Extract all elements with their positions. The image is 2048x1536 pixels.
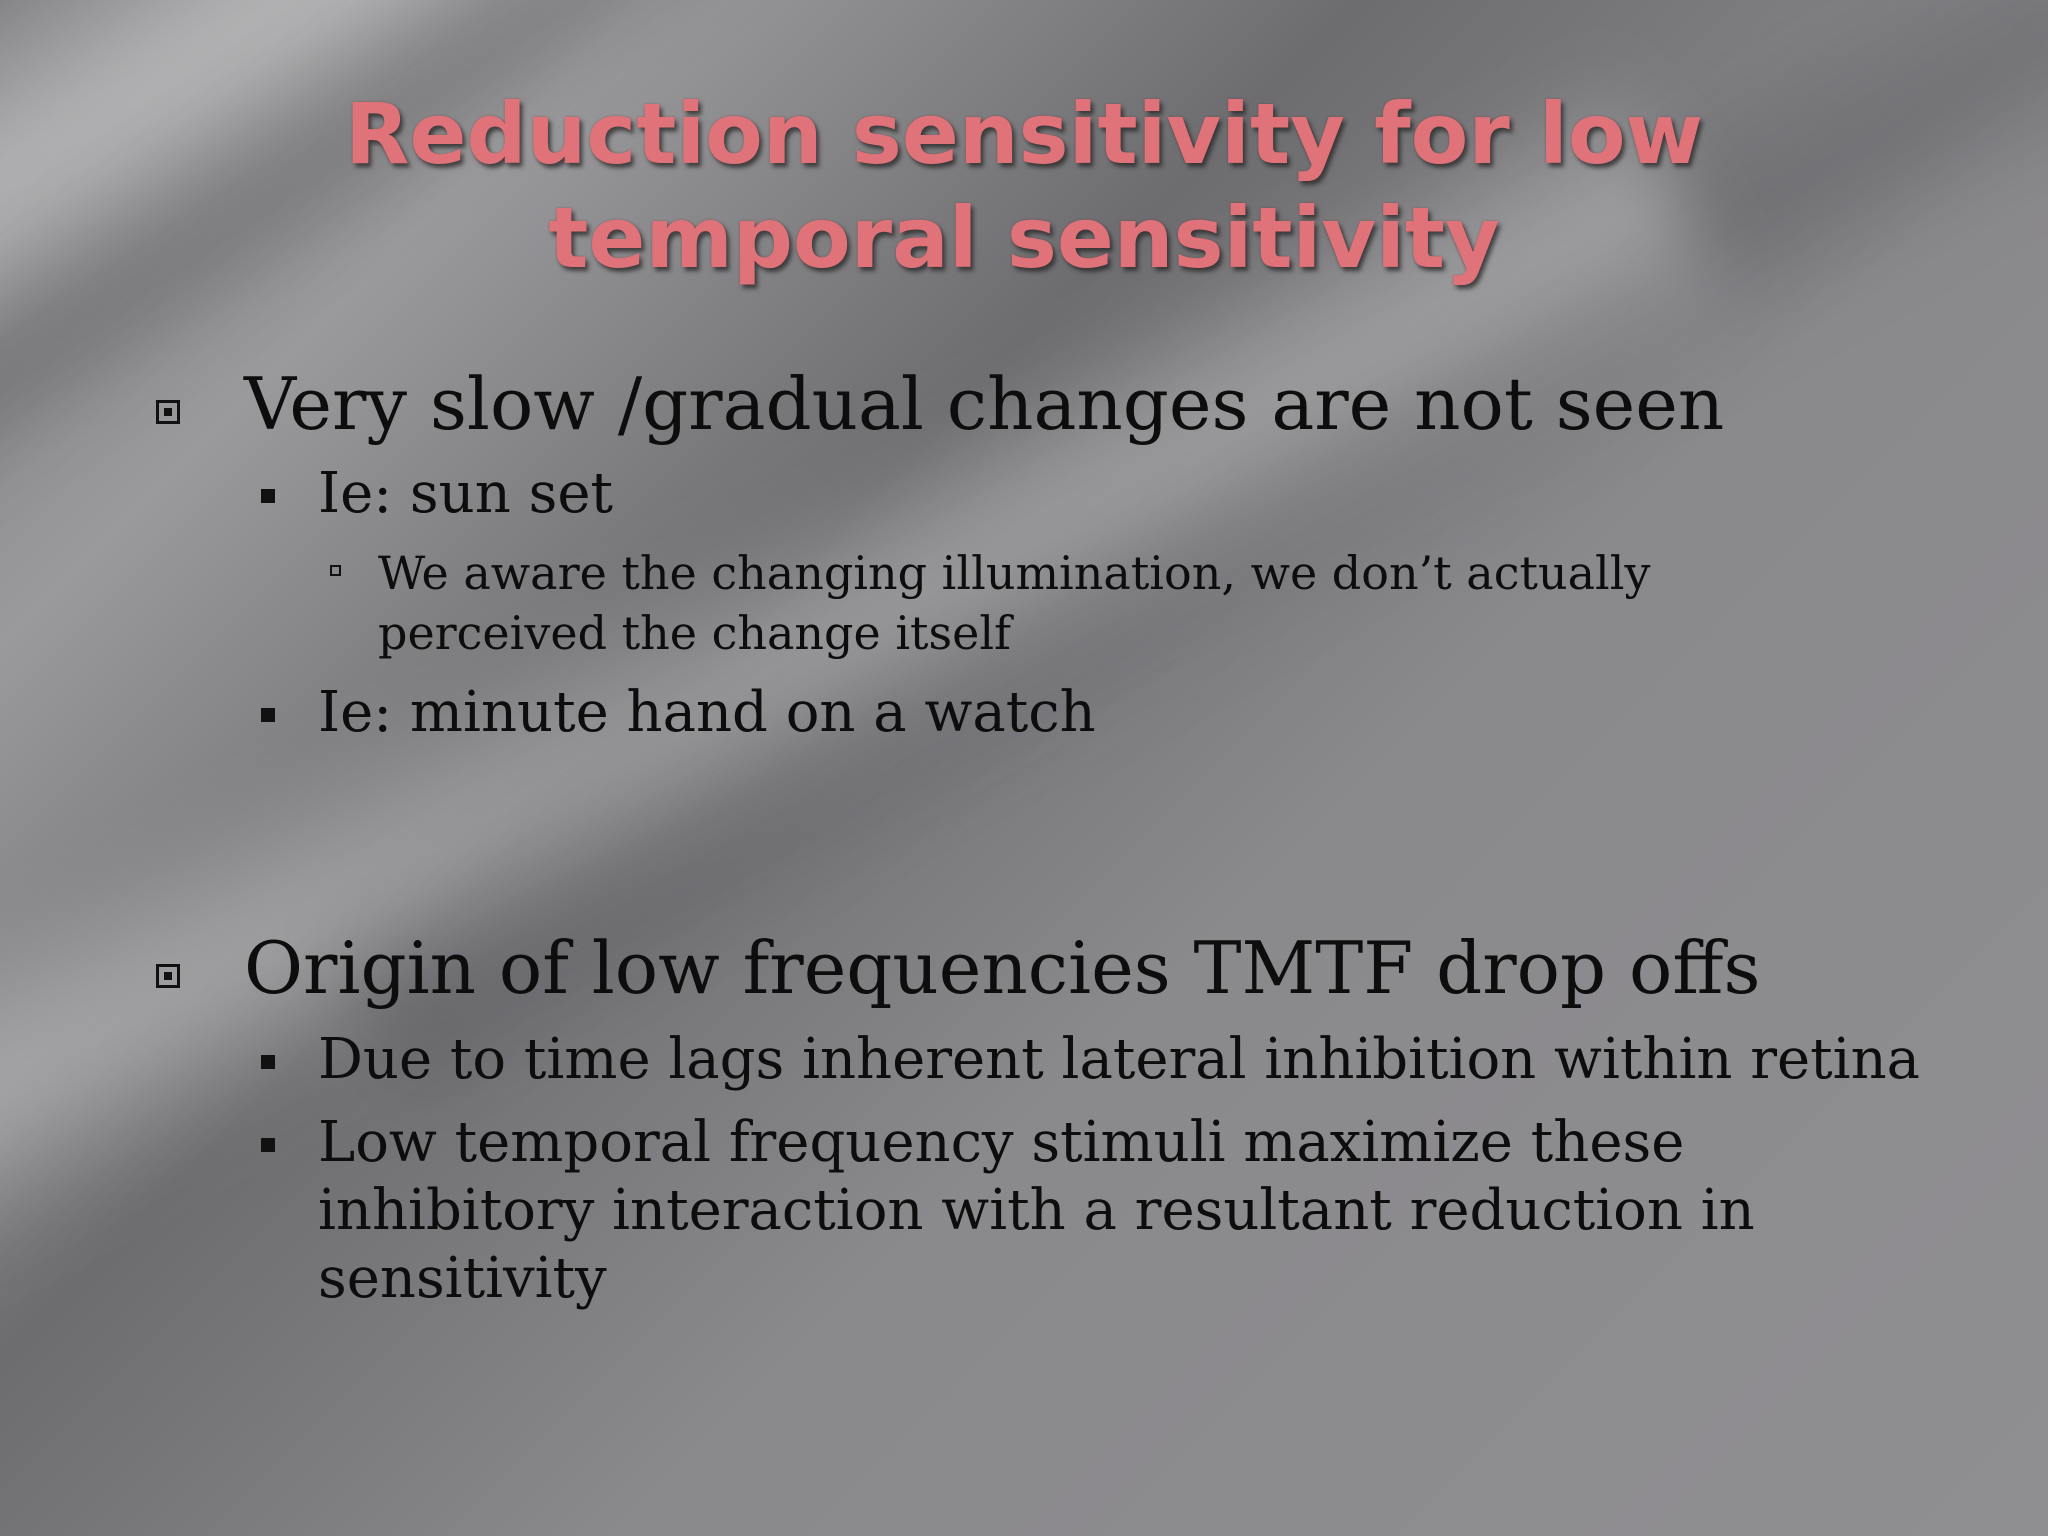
hollow-square-bullet-icon bbox=[330, 565, 341, 576]
filled-square-bullet-icon bbox=[261, 489, 275, 503]
boxed-square-bullet-icon bbox=[156, 400, 180, 424]
list-item-text: Very slow /gradual changes are not seen bbox=[244, 362, 1725, 446]
boxed-square-bullet-icon bbox=[156, 964, 180, 988]
list-item-text: Due to time lags inherent lateral inhibi… bbox=[318, 1027, 1921, 1092]
slide-title: Reduction sensitivity for low temporal s… bbox=[200, 82, 1848, 290]
filled-square-bullet-icon bbox=[261, 1138, 275, 1152]
list-item-text: Low temporal frequency stimuli maximize … bbox=[318, 1110, 1755, 1311]
list-item-text: Ie: sun set bbox=[318, 461, 613, 526]
list-item-text: Origin of low frequencies TMTF drop offs bbox=[244, 926, 1761, 1010]
list-item-text: We aware the changing illumination, we d… bbox=[378, 546, 1651, 660]
list-item-text: Ie: minute hand on a watch bbox=[318, 680, 1096, 745]
filled-square-bullet-icon bbox=[261, 708, 275, 722]
slide-title-line: temporal sensitivity bbox=[548, 189, 1500, 287]
filled-square-bullet-icon bbox=[261, 1055, 275, 1069]
slide-title-line: Reduction sensitivity for low bbox=[344, 85, 1704, 183]
